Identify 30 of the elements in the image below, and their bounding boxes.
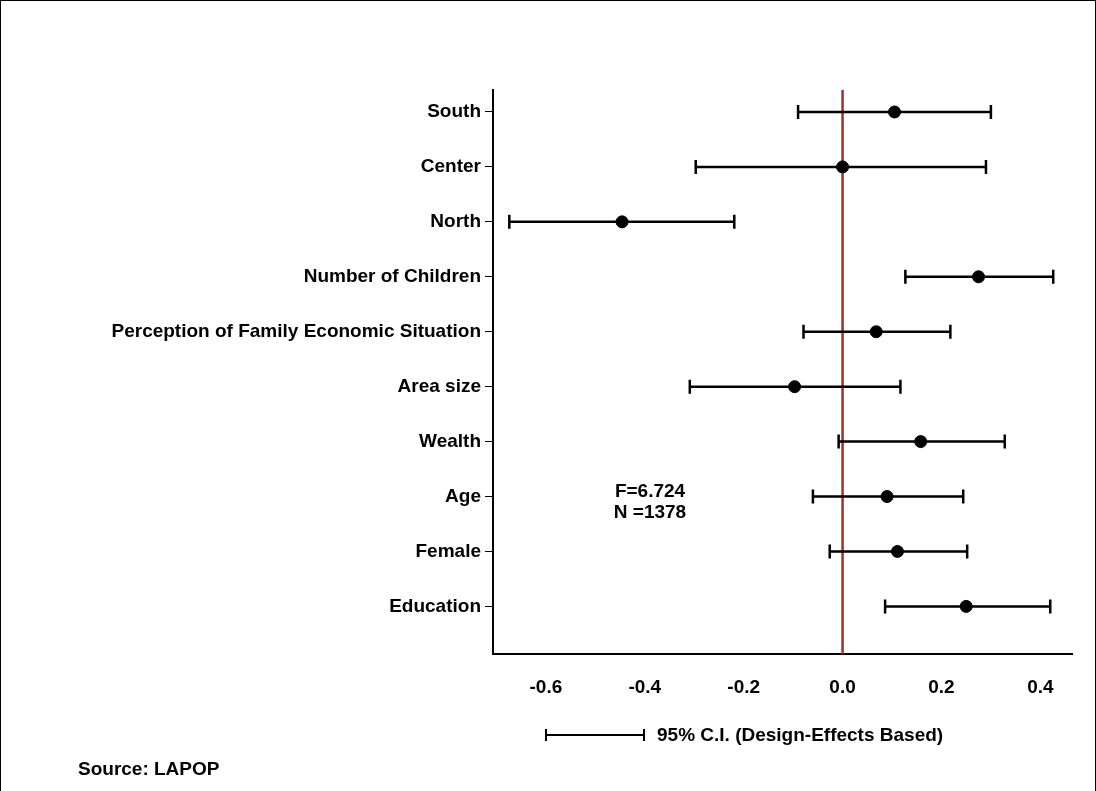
point — [890, 544, 904, 558]
annotation: N =1378 — [613, 500, 687, 522]
point — [788, 380, 802, 394]
point — [972, 270, 986, 284]
legend-label: 95% C.I. (Design-Effects Based) — [657, 724, 944, 746]
point — [836, 160, 850, 174]
y-tick-label: Wealth — [419, 429, 481, 451]
source-note: Source: LAPOP — [78, 758, 220, 780]
x-tick-label: -0.4 — [628, 675, 662, 697]
y-tick-label: South — [427, 100, 481, 122]
x-tick-label: -0.2 — [727, 675, 761, 697]
y-tick-label: Female — [415, 539, 481, 561]
x-tick-label: -0.6 — [529, 675, 563, 697]
x-tick-label: 0.2 — [928, 675, 955, 697]
y-tick-label: Number of Children — [303, 265, 481, 287]
point — [869, 325, 883, 339]
point — [914, 435, 928, 449]
point — [880, 490, 894, 504]
x-tick-label: 0.4 — [1027, 675, 1054, 697]
point — [887, 105, 901, 119]
y-tick-label: Education — [389, 594, 481, 616]
point — [615, 215, 629, 229]
y-tick-label: North — [430, 210, 481, 232]
y-tick-label: Center — [420, 155, 482, 177]
x-tick-label: 0.0 — [829, 675, 856, 697]
annotation: F=6.724 — [614, 479, 686, 501]
point — [959, 599, 973, 613]
y-tick-label: Age — [445, 484, 481, 506]
y-tick-label: Perception of Family Economic Situation — [111, 319, 481, 341]
y-tick-label: Area size — [397, 374, 481, 396]
